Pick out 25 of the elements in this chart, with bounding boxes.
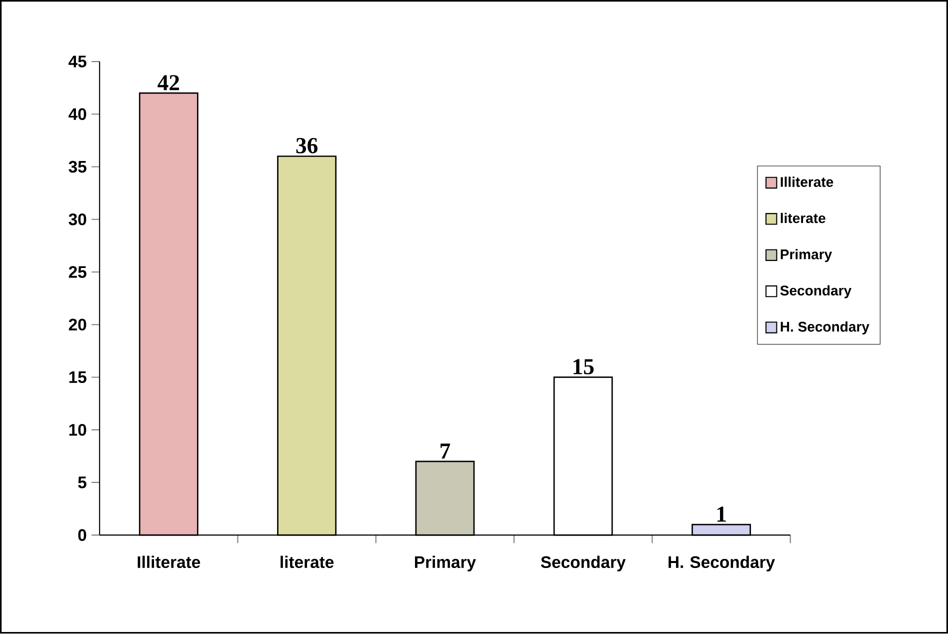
legend-label: Primary: [780, 249, 832, 262]
data-label: 1: [717, 506, 726, 522]
y-tick-label: 40: [68, 108, 86, 120]
y-tick-label: 10: [69, 424, 86, 436]
x-tick-label: Primary: [415, 556, 476, 572]
y-tick-label: 15: [69, 372, 86, 384]
data-label: 36: [296, 138, 318, 154]
y-tick-label: 25: [68, 266, 86, 278]
y-tick-label: 45: [68, 56, 86, 68]
data-label: 42: [158, 75, 180, 90]
legend-label: literate: [780, 213, 826, 224]
x-tick-label: Secondary: [540, 556, 626, 572]
y-tick-label: 0: [78, 529, 86, 542]
y-tick-label: 35: [68, 161, 86, 173]
y-tick-label: 30: [68, 214, 86, 226]
data-label: 7: [440, 444, 450, 459]
legend-label: Illiterate: [780, 176, 834, 188]
y-tick-label: 20: [68, 318, 86, 331]
data-label: 15: [574, 359, 594, 374]
y-tick-label: 5: [78, 476, 86, 488]
x-tick-label: Illiterate: [138, 556, 200, 568]
legend-label: H. Secondary: [780, 322, 870, 335]
legend-label: Secondary: [780, 285, 852, 298]
x-tick-label: H. Secondary: [668, 556, 775, 572]
x-tick-label: literate: [280, 556, 334, 568]
